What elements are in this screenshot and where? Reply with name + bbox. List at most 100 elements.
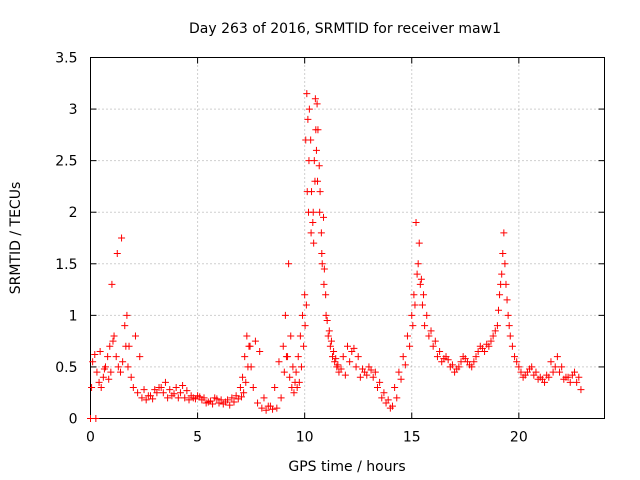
data-point [431,337,439,345]
data-point [106,342,114,350]
data-point [575,373,583,381]
data-point [369,373,377,381]
data-point [499,249,507,257]
data-point [241,353,249,361]
data-point [166,386,174,394]
data-point [172,384,180,392]
data-point [138,394,146,402]
data-point [466,361,474,369]
data-point [350,344,358,352]
data-point [358,365,366,373]
data-point [421,322,429,330]
data-point [331,358,339,366]
data-point [413,270,421,278]
data-point [144,392,152,400]
data-point [332,355,340,363]
data-point [311,177,319,185]
data-point [363,371,371,379]
data-point [93,368,101,376]
y-tick-label: 2.5 [55,154,77,170]
data-point [334,361,342,369]
data-point [327,337,335,345]
data-point [273,404,281,412]
data-point [420,291,428,299]
data-point [279,342,287,350]
data-point [89,358,97,366]
data-point [312,146,320,154]
data-point [289,363,297,371]
data-point [406,342,414,350]
x-tick-label: 10 [296,430,314,446]
data-point [91,351,99,359]
y-axis-label: SRMTID / TECUs [8,182,24,295]
data-point [310,157,318,165]
data-point [408,311,416,319]
x-axis-label: GPS time / hours [288,459,405,475]
data-point [256,347,264,355]
data-point [124,363,132,371]
data-point [505,322,513,330]
data-point [410,291,418,299]
data-point [281,311,289,319]
data-point [501,260,509,268]
data-point [433,353,441,361]
data-point [547,358,555,366]
data-point [179,381,187,389]
data-point [299,311,307,319]
data-point [483,340,491,348]
chart-title: Day 263 of 2016, SRMTID for receiver maw… [189,21,501,37]
data-point [491,327,499,335]
data-point [380,389,388,397]
data-point [181,394,189,402]
data-point [415,239,423,247]
data-point [356,373,364,381]
data-point [305,105,313,113]
data-point [352,363,360,371]
y-tick-label: 3 [69,102,78,118]
data-point [118,234,126,242]
data-point [472,353,480,361]
data-point [511,353,519,361]
data-point [564,373,572,381]
data-point [243,332,251,340]
data-point [538,375,546,383]
data-point [302,301,310,309]
data-point [113,249,121,257]
data-point [110,332,118,340]
data-point [506,332,514,340]
data-point [314,126,322,134]
data-point [427,327,435,335]
data-point [500,229,508,237]
data-point [301,322,309,330]
data-point [196,393,204,401]
data-point [242,378,250,386]
data-point [204,398,212,406]
data-point [412,219,420,227]
y-tick-label: 2 [69,205,78,221]
data-point [517,368,525,376]
data-point [503,296,511,304]
data-point [271,384,279,392]
data-point [294,353,302,361]
data-point [494,306,502,314]
data-point [414,260,422,268]
data-point [515,363,523,371]
data-point [440,355,448,363]
data-point [97,384,105,392]
data-point [409,322,417,330]
data-point [395,368,403,376]
x-tick-label: 15 [403,430,421,446]
data-point [301,291,309,299]
data-point [418,301,426,309]
data-point [136,353,144,361]
data-point [129,384,137,392]
data-point [260,394,268,402]
data-point [478,344,486,352]
data-point [417,275,425,283]
data-point [568,371,576,379]
data-point [416,280,424,288]
data-point [403,332,411,340]
data-point [308,188,316,196]
y-tick-label: 1.5 [55,257,77,273]
